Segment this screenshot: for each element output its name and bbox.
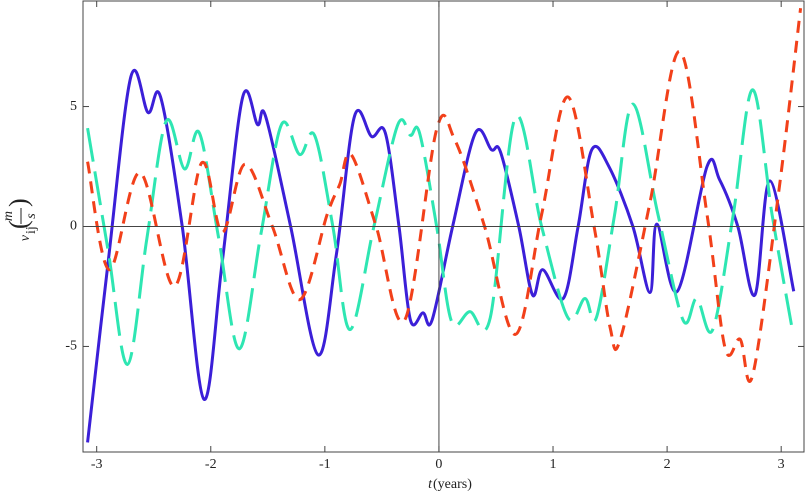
x-tick-label: -3 — [91, 457, 103, 472]
y-label-numerator: m — [1, 211, 16, 221]
y-axis-label: v ij m s ( ) — [1, 198, 39, 241]
data-line — [86, 88, 793, 366]
x-tick-label: -1 — [319, 457, 331, 472]
y-tick-label: 0 — [70, 219, 77, 234]
y-label-var: v — [18, 234, 33, 241]
data-line — [86, 68, 796, 443]
plot-area — [86, 8, 803, 443]
x-tick-label: -2 — [205, 457, 217, 472]
y-label-subscript: ij — [24, 226, 39, 234]
x-axis-label: t (years) — [428, 477, 472, 492]
y-tick-label: -5 — [65, 339, 77, 354]
x-tick-label: 1 — [550, 457, 557, 472]
x-tick-label: 2 — [664, 457, 671, 472]
x-label-var: t — [428, 477, 433, 492]
data-line — [86, 8, 803, 383]
x-label-unit: (years) — [433, 477, 472, 492]
paren: ( — [4, 220, 33, 229]
x-tick-label: 0 — [435, 457, 442, 472]
y-tick-label: 5 — [70, 99, 77, 114]
y-label-denominator: s — [24, 213, 39, 219]
paren: ) — [4, 198, 33, 207]
x-tick-label: 3 — [778, 457, 785, 472]
